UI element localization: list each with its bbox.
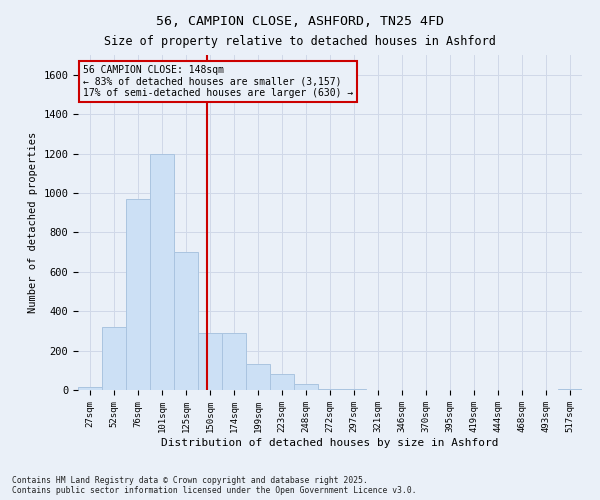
Bar (102, 327, 126, 390)
Bar (150, 154, 174, 390)
Bar (174, 252, 198, 390)
Bar (270, 374, 294, 390)
Y-axis label: Number of detached properties: Number of detached properties (28, 132, 38, 313)
Text: 56, CAMPION CLOSE, ASHFORD, TN25 4FD: 56, CAMPION CLOSE, ASHFORD, TN25 4FD (156, 15, 444, 28)
Text: Contains HM Land Registry data © Crown copyright and database right 2025.
Contai: Contains HM Land Registry data © Crown c… (12, 476, 416, 495)
Bar (318, 389, 342, 390)
Bar (246, 364, 270, 390)
Bar (78, 387, 102, 390)
Bar (198, 333, 222, 390)
Bar (126, 199, 150, 390)
Text: Size of property relative to detached houses in Ashford: Size of property relative to detached ho… (104, 35, 496, 48)
X-axis label: Distribution of detached houses by size in Ashford: Distribution of detached houses by size … (161, 438, 499, 448)
Bar (342, 389, 366, 390)
Text: 56 CAMPION CLOSE: 148sqm
← 83% of detached houses are smaller (3,157)
17% of sem: 56 CAMPION CLOSE: 148sqm ← 83% of detach… (83, 65, 353, 98)
Bar (294, 384, 318, 390)
Bar (222, 333, 246, 390)
Bar (558, 389, 582, 390)
